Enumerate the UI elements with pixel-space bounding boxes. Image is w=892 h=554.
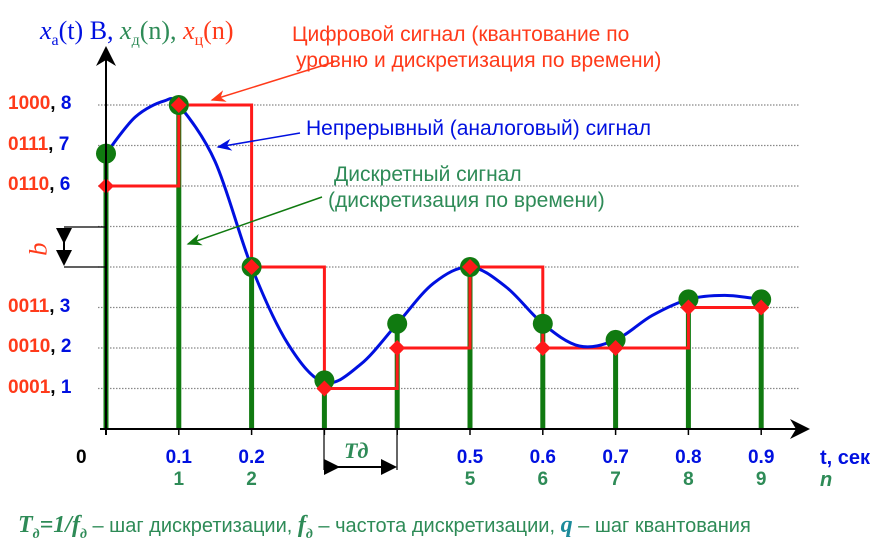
n-tick-label: 6 — [537, 469, 549, 490]
y-label-1: 0001, 1 — [8, 377, 72, 398]
y-label-6: 0110, 6 — [8, 174, 71, 195]
digital-sample-point — [462, 259, 478, 275]
grid-lines — [98, 104, 800, 390]
y-label-7: 0111, 7 — [8, 134, 70, 155]
analog-annotation-arrow — [216, 132, 301, 151]
y-label-8: 1000, 8 — [8, 93, 72, 114]
n-tick-label: 9 — [755, 469, 767, 490]
discrete-sample-point — [387, 313, 408, 334]
q-label: q — [28, 242, 58, 256]
digital-signal-annotation: Цифровой сигнал (квантование по уровню и… — [292, 23, 662, 72]
digital-sample-point — [243, 259, 260, 275]
analog-signal-annotation: Непрерывный (аналоговый) сигнал — [306, 117, 651, 140]
digital-sample-point — [170, 97, 187, 113]
x-axis-label: t, сек — [820, 447, 871, 469]
digital-sample-point — [389, 340, 406, 356]
discrete-sample-point — [678, 289, 699, 310]
n-tick-label: 2 — [246, 469, 257, 490]
x-origin-label: 0 — [76, 447, 87, 468]
discrete-sample-point — [532, 313, 553, 334]
n-tick-label: 5 — [464, 469, 476, 490]
footer-legend: Tд=1/fд – шаг дискретизации, fд – частот… — [18, 512, 751, 542]
x-tick-label: 0.5 — [456, 447, 484, 468]
n-tick-label: 8 — [683, 469, 694, 490]
x-tick-label: 0.6 — [529, 447, 556, 468]
y-axis-title: xа(t) В, xд(n), xц(n) — [40, 16, 234, 50]
digital-signal-line — [106, 103, 762, 390]
x-tick-label: 0.7 — [602, 447, 629, 468]
x-tick-label: 0.8 — [675, 447, 702, 468]
n-tick-label: 7 — [610, 469, 621, 490]
discrete-sample-point — [314, 370, 335, 391]
digital-sample-point — [753, 299, 770, 316]
digital-sample-point — [534, 340, 551, 356]
td-label: Tд — [344, 438, 369, 463]
discrete-sample-point — [605, 329, 626, 350]
digital-sample-point — [680, 299, 697, 316]
y-label-3: 0011, 3 — [8, 296, 71, 317]
digital-points — [98, 97, 770, 397]
digital-sample-point — [607, 340, 624, 356]
x-tick-label: 0.9 — [747, 447, 775, 468]
digital-annotation-arrow — [210, 61, 335, 102]
n-tick-label: 1 — [173, 469, 185, 490]
n-axis-label: n — [820, 469, 833, 491]
discrete-signal-annotation: Дискретный сигнал (дискретизация по врем… — [328, 163, 605, 212]
discrete-annotation-arrow — [186, 196, 323, 246]
x-tick-label: 0.1 — [165, 447, 192, 468]
digital-sample-point — [316, 380, 333, 397]
y-label-2: 0010, 2 — [8, 336, 72, 357]
discrete-sample-point — [751, 289, 772, 310]
x-tick-label: 0.2 — [238, 447, 265, 468]
